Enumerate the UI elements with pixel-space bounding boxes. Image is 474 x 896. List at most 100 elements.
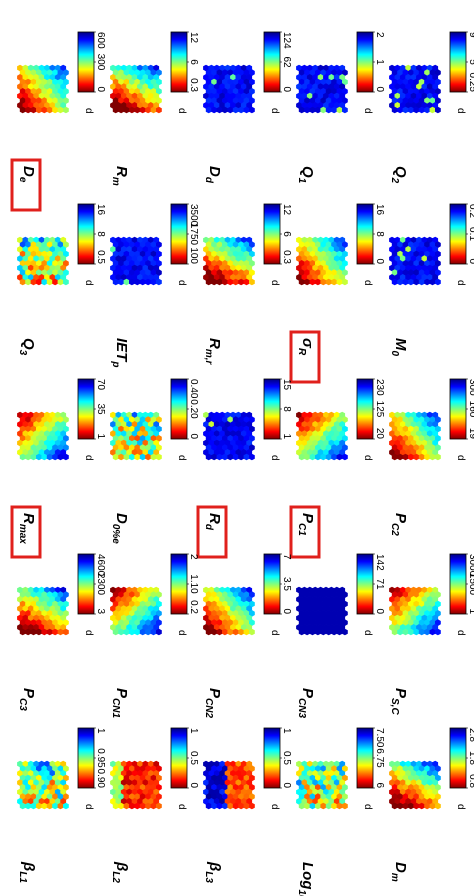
som-hex-cell (394, 430, 401, 437)
variable-label: Rm (110, 166, 130, 186)
colorbar-tick-label: 160 (467, 401, 474, 418)
som-hex-cell (41, 793, 48, 800)
som-hex-cell (429, 250, 436, 258)
som-hex-cell (413, 416, 420, 423)
som-hex-cell (342, 802, 348, 810)
som-hex-cell (213, 64, 220, 72)
som-hex-cell (432, 264, 439, 272)
som-hex-cell (402, 106, 409, 114)
colorbar (356, 378, 374, 440)
som-hex-cell (333, 779, 340, 786)
som-hex-cell (397, 416, 403, 423)
som-hex-cell (224, 83, 231, 90)
som-hex-cell (306, 449, 313, 456)
som-hex-cell (131, 596, 138, 603)
som-hex-cell (224, 788, 231, 796)
som-hex-cell (205, 444, 212, 451)
som-hex-cell (33, 236, 40, 244)
som-hex-cell (211, 269, 217, 276)
som-hex-cell (211, 260, 217, 267)
som-hex-cell (325, 619, 332, 626)
som-hex-cell (118, 250, 124, 258)
som-hex-cell (44, 92, 50, 100)
som-hex-cell (54, 274, 61, 281)
som-hex-cell (301, 274, 308, 281)
som-hex-cell (126, 74, 133, 81)
som-hex-cell (325, 260, 332, 267)
som-hex-cell (240, 411, 247, 419)
som-hex-cell (145, 69, 151, 76)
som-hex-cell (391, 269, 398, 276)
som-hex-cell (120, 605, 127, 612)
som-hex-cell (30, 97, 37, 104)
som-hex-cell (224, 102, 231, 109)
som-hex-cell (30, 416, 37, 423)
som-hex-cell (120, 760, 127, 768)
som-hex-cell (27, 83, 34, 90)
som-hex-cell (408, 610, 414, 617)
som-hex-cell (304, 600, 310, 608)
som-hex-cell (402, 241, 409, 248)
som-hex-cell (46, 78, 53, 86)
som-hex-cell (246, 411, 253, 419)
som-hex-cell (41, 600, 48, 608)
som-hex-cell (309, 435, 316, 442)
som-hex-cell (137, 255, 143, 262)
som-hex-cell (399, 255, 406, 262)
som-hex-cell (249, 444, 255, 451)
som-hex-cell (216, 69, 223, 76)
som-hex-cell (147, 614, 154, 622)
colorbar (449, 31, 467, 93)
som-hex-cell (60, 788, 67, 796)
som-hex-cell (426, 779, 433, 786)
som-hex-cell (424, 260, 430, 267)
som-hex-cell (203, 64, 209, 72)
som-hex-cell (235, 264, 242, 272)
som-hex-cell (230, 779, 236, 786)
som-hex-cell (408, 619, 414, 626)
som-hex-cell (312, 255, 319, 262)
som-hex-cell (110, 246, 116, 253)
som-hex-cell (63, 610, 69, 617)
som-hex-cell (232, 416, 239, 423)
som-hex-cell (41, 591, 48, 598)
som-hex-cell (123, 802, 130, 810)
som-hex-cell (49, 779, 56, 786)
som-hex-cell (227, 774, 234, 782)
som-hex-cell (416, 770, 422, 777)
som-hex-cell (243, 600, 250, 608)
som-hex-cell (240, 74, 247, 81)
som-hex-cell (22, 83, 29, 90)
som-hex-cell (243, 97, 250, 104)
som-hex-cell (216, 628, 223, 636)
som-hex-cell (421, 596, 428, 603)
som-hex-cell (33, 760, 40, 768)
som-hex-cell (41, 69, 48, 76)
som-hex-cell (115, 430, 122, 437)
som-hex-cell (205, 416, 212, 423)
som-hex-cell (19, 250, 26, 258)
som-hex-cell (63, 425, 69, 433)
som-hex-cell (317, 798, 324, 805)
som-hex-cell (421, 83, 428, 90)
som-hex-cell (342, 106, 348, 114)
som-hex-cell (309, 78, 316, 86)
som-hex-cell (235, 255, 242, 262)
som-hex-cell (333, 74, 340, 81)
som-hex-cell (421, 614, 428, 622)
som-hex-cell (399, 605, 406, 612)
som-hex-cell (208, 788, 215, 796)
som-hex-cell (213, 236, 220, 244)
som-hex-cell (240, 586, 247, 594)
som-hex-cell (60, 779, 67, 786)
som-hex-cell (399, 430, 406, 437)
som-hex-cell (57, 69, 64, 76)
som-hex-cell (36, 269, 42, 276)
som-hex-cell (309, 106, 316, 114)
som-hex-cell (142, 779, 149, 786)
som-hex-cell (432, 246, 439, 253)
som-hex-cell (137, 439, 143, 447)
colorbar-tick-label: 0.90 (95, 769, 106, 789)
som-hex-cell (429, 97, 436, 104)
